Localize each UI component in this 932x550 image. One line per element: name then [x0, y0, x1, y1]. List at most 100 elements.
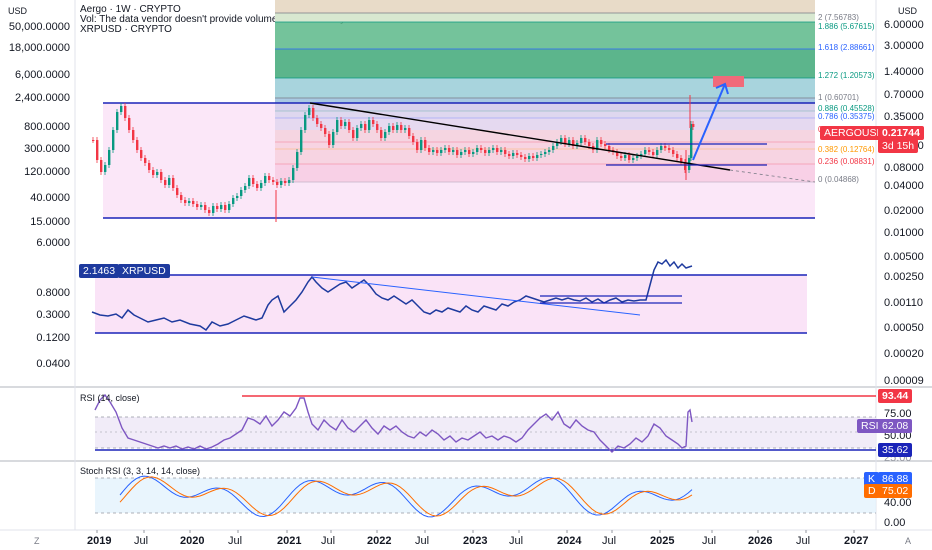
xrp-value-tag: 2.1463 — [79, 264, 120, 278]
rsi-band — [95, 417, 876, 448]
time-axis-label: 2023 — [463, 535, 488, 547]
rsi-value-tag: 62.08 — [878, 419, 913, 433]
rsi-label-50: 50.00 — [884, 430, 912, 442]
left-axis-label: 40.0000 — [30, 192, 70, 204]
stoch-k-line[interactable] — [119, 475, 693, 518]
time-axis-label: 2019 — [87, 535, 112, 547]
stoch-k-label: K — [864, 472, 880, 486]
right-axis-label: 0.00250 — [884, 271, 924, 283]
left-axis-label: 50,000.0000 — [8, 21, 70, 33]
auto-scale-toggle[interactable]: A — [905, 536, 912, 546]
left-axis-currency: USD — [8, 6, 28, 16]
right-axis-label: 0.00110 — [884, 297, 923, 309]
time-axis-label: Jul — [602, 535, 617, 547]
rsi-low-tag: 35.62 — [878, 443, 913, 457]
price-value-tag: 0.21744 — [878, 126, 924, 140]
fib-level-label: 0 (0.04868) — [818, 175, 859, 184]
right-axis-label: 3.00000 — [884, 40, 924, 52]
right-axis-label: 0.04000 — [884, 180, 924, 192]
fib-level-label: 1.886 (5.67615) — [818, 22, 875, 31]
left-axis-label: 0.8000 — [36, 287, 70, 299]
stoch-d-label: D — [864, 484, 880, 498]
fib-level-label: 0.786 (0.35375) — [818, 112, 875, 121]
left-axis-label: 15.0000 — [30, 216, 70, 228]
left-axis-label: 800.0000 — [24, 121, 70, 133]
time-axis-ticks — [96, 530, 855, 533]
zoom-mode-icon[interactable]: Z — [34, 536, 40, 546]
xrp-price-line[interactable] — [91, 258, 693, 332]
left-axis-label: 6.0000 — [36, 237, 70, 249]
target-box[interactable] — [713, 76, 744, 87]
fib-level-label: 0.236 (0.08831) — [818, 157, 875, 166]
right-axis-label: 0.08000 — [884, 162, 924, 174]
time-axis-label: 2022 — [367, 535, 392, 547]
aergo-candles[interactable] — [92, 95, 695, 222]
price-symbol-tag[interactable]: AERGOUSD — [820, 126, 889, 140]
rsi-label-75: 75.00 — [884, 408, 912, 420]
compare-symbol-title[interactable]: XRPUSD · CRYPTO — [80, 24, 172, 35]
downtrend-line[interactable] — [309, 102, 731, 171]
right-axis-currency: USD — [898, 6, 918, 16]
time-axis-label: Jul — [228, 535, 243, 547]
left-axis-label: 0.3000 — [36, 309, 70, 321]
time-axis-label: 2020 — [180, 535, 205, 547]
range-box-main[interactable] — [103, 103, 815, 218]
right-axis-label: 0.00009 — [884, 375, 924, 387]
right-axis-label: 0.00050 — [884, 322, 924, 334]
arrow-head — [715, 82, 729, 95]
time-axis-label: 2025 — [650, 535, 675, 547]
right-axis-label: 1.40000 — [884, 66, 924, 78]
right-axis-label: 0.00020 — [884, 348, 924, 360]
stoch-d-line[interactable] — [119, 476, 693, 517]
left-axis-label: 120.0000 — [24, 166, 70, 178]
right-axis-label: 0.70000 — [884, 89, 924, 101]
stoch-k-value: 86.88 — [878, 472, 913, 486]
fib-level-label: 1.618 (2.88661) — [818, 43, 875, 52]
left-axis-label: 0.1200 — [36, 332, 70, 344]
stoch-title[interactable]: Stoch RSI (3, 3, 14, 14, close) — [80, 466, 201, 476]
time-axis-label: 2026 — [748, 535, 773, 547]
fib-level-label: 2 (7.56783) — [818, 13, 859, 22]
fib-level-label: 0.382 (0.12764) — [818, 145, 875, 154]
left-axis-label: 2,400.0000 — [14, 92, 70, 104]
time-axis-label: Jul — [134, 535, 149, 547]
time-axis-label: 2024 — [557, 535, 582, 547]
time-axis-label: 2027 — [844, 535, 869, 547]
stoch-band — [95, 478, 876, 513]
rsi-series-tag: RSI — [857, 419, 883, 433]
left-axis-label: 18,000.0000 — [8, 42, 70, 54]
fib-level-label: 1.272 (1.20573) — [818, 71, 875, 80]
stoch-label-40: 40.00 — [884, 497, 912, 509]
fib-level-label: 0.886 (0.45528) — [818, 104, 875, 113]
time-axis-label: Jul — [415, 535, 430, 547]
countdown-tag: 3d 15h — [878, 139, 919, 153]
time-axis-label: 2021 — [277, 535, 302, 547]
right-axis-label: 6.00000 — [884, 19, 924, 31]
left-axis-label: 0.0400 — [36, 358, 70, 370]
right-axis-label: 0.35000 — [884, 111, 924, 123]
time-axis-label: Jul — [509, 535, 524, 547]
fib-level-label: 1 (0.60701) — [818, 93, 859, 102]
right-axis-label: 0.01000 — [884, 227, 924, 239]
rsi-title[interactable]: RSI (14, close) — [80, 393, 140, 403]
volume-note: Vol: The data vendor doesn't provide vol… — [80, 14, 370, 25]
xrp-trend-line[interactable] — [311, 276, 641, 316]
trend-extension-dashed[interactable] — [729, 169, 816, 183]
stoch-label-0: 0.00 — [884, 517, 906, 529]
xrp-symbol-tag[interactable]: XRPUSD — [118, 264, 170, 278]
left-axis-label: 300.0000 — [24, 143, 70, 155]
rsi-high-tag: 93.44 — [878, 389, 913, 403]
symbol-title[interactable]: Aergo · 1W · CRYPTO — [80, 4, 181, 15]
projection-arrow[interactable] — [692, 83, 726, 161]
time-axis-label: Jul — [702, 535, 717, 547]
time-axis-label: Jul — [796, 535, 811, 547]
time-axis-label: Jul — [321, 535, 336, 547]
stoch-d-value: 75.02 — [878, 484, 913, 498]
range-box-xrp[interactable] — [95, 275, 807, 333]
right-axis-label: 0.02000 — [884, 205, 924, 217]
right-axis-label: 0.00500 — [884, 251, 924, 263]
rsi-line[interactable] — [94, 393, 693, 453]
left-axis-label: 6,000.0000 — [14, 69, 70, 81]
